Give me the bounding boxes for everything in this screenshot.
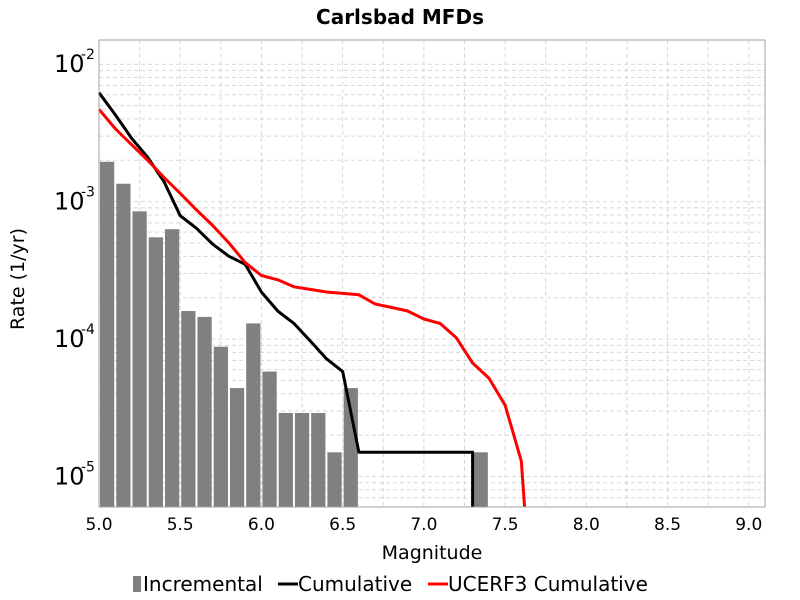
x-tick-label: 9.0 <box>735 515 762 535</box>
incremental-bar <box>148 237 163 507</box>
incremental-bar <box>311 412 326 507</box>
y-tick-base: 10 <box>54 188 85 216</box>
incremental-bar <box>164 229 180 508</box>
y-tick-base: 10 <box>54 325 85 353</box>
x-axis-label: Magnitude <box>382 542 483 564</box>
legend-label-ucerf3-cumulative: UCERF3 Cumulative <box>448 572 648 596</box>
legend-label-incremental: Incremental <box>143 572 263 596</box>
legend-swatch-incremental <box>133 576 141 592</box>
ucerf3-cumulative-line <box>97 108 527 508</box>
x-tick-label: 6.0 <box>248 515 275 535</box>
y-tick-base: 10 <box>54 50 85 78</box>
y-axis-ticks: 10-510-410-310-2 <box>54 47 95 490</box>
plot-frame <box>98 39 766 508</box>
incremental-bar <box>343 388 358 507</box>
legend: Incremental Cumulative UCERF3 Cumulative <box>133 572 648 596</box>
incremental-bar <box>278 412 293 507</box>
incremental-bar <box>473 452 488 507</box>
x-tick-label: 6.5 <box>329 515 356 535</box>
chart-title: Carlsbad MFDs <box>316 5 484 29</box>
y-tick-exponent: -3 <box>81 185 95 201</box>
legend-label-cumulative: Cumulative <box>298 572 412 596</box>
y-tick-label: 10-5 <box>54 460 95 491</box>
y-tick-base: 10 <box>54 463 85 491</box>
x-tick-label: 8.5 <box>654 515 681 535</box>
y-axis-label: Rate (1/yr) <box>7 228 29 330</box>
y-tick-exponent: -5 <box>81 460 95 476</box>
incremental-bar <box>100 161 115 507</box>
incremental-bar <box>246 323 261 507</box>
incremental-bar <box>116 183 131 507</box>
y-tick-exponent: -4 <box>81 322 95 338</box>
incremental-bar <box>197 316 212 507</box>
x-tick-label: 8.0 <box>573 515 600 535</box>
x-tick-label: 5.5 <box>167 515 194 535</box>
y-tick-label: 10-2 <box>54 47 95 78</box>
incremental-bar <box>262 371 277 507</box>
incremental-bars <box>100 161 488 508</box>
incremental-bar <box>132 211 147 507</box>
x-tick-label: 7.5 <box>492 515 519 535</box>
cumulative-lines <box>97 91 527 508</box>
y-tick-label: 10-4 <box>54 322 95 353</box>
y-tick-label: 10-3 <box>54 185 95 216</box>
x-tick-label: 7.0 <box>410 515 437 535</box>
incremental-bar <box>229 388 245 507</box>
incremental-bar <box>327 452 342 507</box>
x-tick-label: 5.0 <box>85 515 112 535</box>
y-tick-exponent: -2 <box>81 47 95 63</box>
x-axis-ticks: 5.0 5.5 6.0 6.5 7.0 7.5 8.0 8.5 9.0 <box>85 515 762 535</box>
incremental-bar <box>213 346 228 507</box>
incremental-bar <box>294 412 310 507</box>
incremental-bar <box>181 311 196 507</box>
